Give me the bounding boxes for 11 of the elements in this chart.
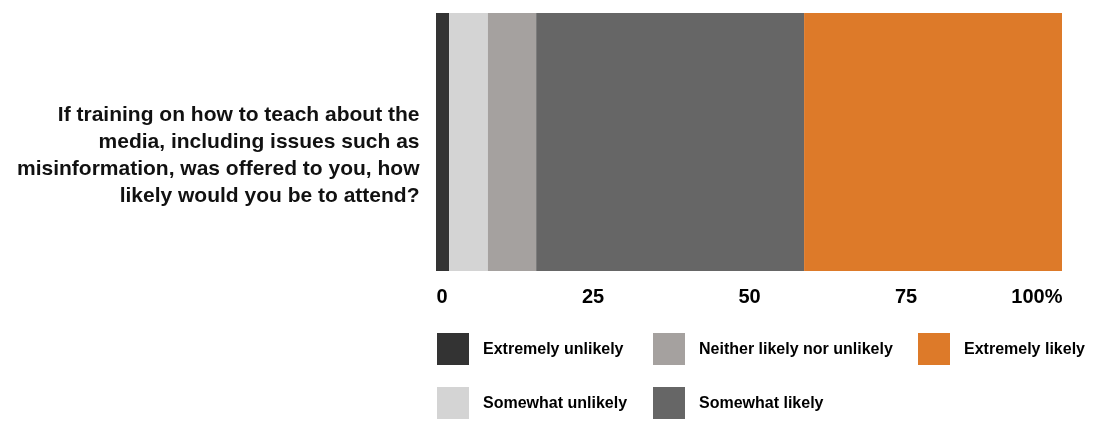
x-tick-label: 25 xyxy=(581,284,605,307)
legend-label: Somewhat unlikely xyxy=(483,394,628,411)
x-tick-label: 75 xyxy=(894,284,918,307)
legend-label: Neither likely nor unlikely xyxy=(699,340,893,357)
legend-label: Somewhat likely xyxy=(699,394,824,411)
x-tick-label: 50 xyxy=(738,284,761,307)
x-tick-label: 0 xyxy=(436,284,448,307)
legend-label: Extremely unlikely xyxy=(483,340,624,357)
y-tick-label: If training on how to teach about the media, including issues such as misinformation, was offered to you, how likely would you be to attend? xyxy=(16,101,421,206)
x-tick-label: 100% xyxy=(1011,284,1063,307)
legend-label: Extremely likely xyxy=(964,340,1086,357)
